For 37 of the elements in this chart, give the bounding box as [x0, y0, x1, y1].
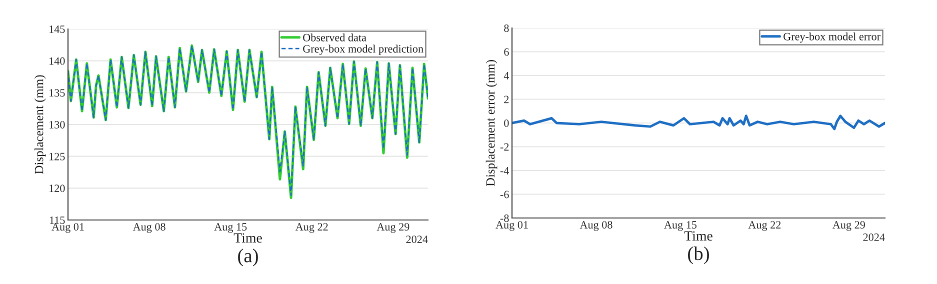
x-tick-label: Aug 22 — [748, 221, 781, 231]
y-tick-label: 140 — [50, 57, 65, 65]
y-tick-label: -2 — [500, 143, 509, 151]
legend-label: Grey-box model prediction — [303, 44, 424, 55]
y-tick-label: 0 — [504, 119, 509, 127]
y-tick-label: 6 — [504, 48, 509, 56]
x-tick-label: Aug 15 — [214, 223, 247, 233]
x-tick-label: Aug 08 — [580, 221, 612, 231]
x-tick-label: Aug 15 — [664, 221, 697, 231]
text: (a) — [238, 248, 258, 266]
x-tick-label: Aug 29 — [376, 223, 410, 233]
y-tick-label: 145 — [50, 26, 65, 33]
y-tick-label: 135 — [50, 89, 65, 97]
y-tick-label: 130 — [50, 120, 65, 128]
text: (b) — [688, 246, 709, 264]
y-tick-label: 2 — [504, 96, 509, 104]
y-tick-label: 125 — [50, 152, 65, 160]
y-axis-title: Displacement error (mm) — [486, 60, 498, 186]
x-axis-title: Time — [234, 233, 262, 243]
x-tick-label: Aug 01 — [52, 223, 84, 233]
legend-label: Observed data — [303, 34, 366, 42]
x-tick-label: Aug 22 — [295, 223, 328, 233]
y-tick-label: 120 — [50, 184, 65, 192]
x-tick-label: Aug 29 — [832, 221, 865, 231]
y-tick-label: -6 — [500, 190, 509, 198]
y-tick-label: 115 — [50, 216, 65, 224]
text: 2024 — [863, 234, 885, 242]
x-tick-label: Aug 08 — [132, 223, 166, 233]
legend-label: Grey-box model error — [784, 32, 880, 43]
y-tick-label: -8 — [500, 214, 509, 222]
text: 2024 — [406, 236, 428, 244]
y-tick-label: 4 — [504, 72, 510, 80]
y-tick-label: 8 — [504, 24, 509, 32]
y-axis-title: Displacement (mm) — [34, 75, 46, 174]
y-tick-label: -4 — [500, 167, 510, 174]
x-tick-label: Aug 01 — [496, 221, 528, 231]
x-axis-title: Time — [684, 231, 712, 241]
